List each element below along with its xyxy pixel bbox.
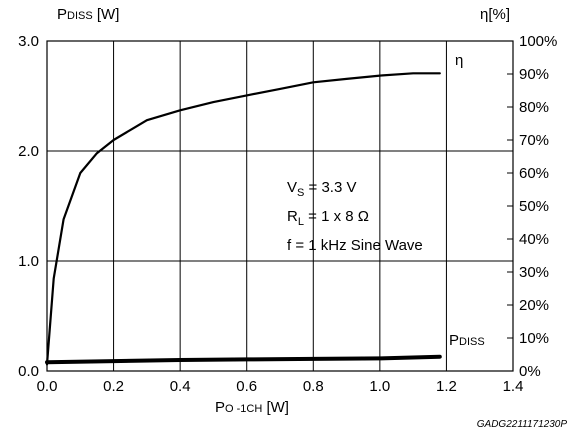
x-axis-title: PO -1CH [W] <box>215 399 289 416</box>
y-right-tick-label: 40% <box>519 231 549 248</box>
x-tick-label: 1.0 <box>369 378 390 395</box>
y-right-tick-label: 90% <box>519 66 549 83</box>
series-label-eta: η <box>455 52 464 69</box>
y-right-tick-label: 30% <box>519 264 549 281</box>
x-tick-label: 0.4 <box>170 378 191 395</box>
x-tick-label: 1.4 <box>503 378 524 395</box>
test-conditions: VS = 3.3 V RL = 1 x 8 Ω f = 1 kHz Sine W… <box>287 176 423 258</box>
y-right-tick-label: 100% <box>519 33 557 50</box>
y-axis-right-title: η[%] <box>480 6 511 23</box>
y-right-tick-label: 70% <box>519 132 549 149</box>
y-right-tick-label: 10% <box>519 330 549 347</box>
x-tick-label: 0.6 <box>236 378 257 395</box>
y-right-tick-label: 80% <box>519 99 549 116</box>
y-left-tick-label: 3.0 <box>18 33 39 50</box>
y-left-tick-label: 2.0 <box>18 143 39 160</box>
supply-voltage-label: VS = 3.3 V <box>287 179 357 199</box>
x-tick-label: 1.2 <box>436 378 457 395</box>
series-line-eta <box>45 72 441 366</box>
y-right-tick-label: 60% <box>519 165 549 182</box>
frequency-label: f = 1 kHz Sine Wave <box>287 237 423 254</box>
y-right-tick-label: 20% <box>519 297 549 314</box>
x-tick-label: 0.2 <box>103 378 124 395</box>
load-resistance-label: RL = 1 x 8 Ω <box>287 208 369 228</box>
document-id: GADG2211171230P <box>476 419 567 430</box>
y-axis-left-title: PDISS [W] <box>57 6 120 23</box>
x-tick-label: 0.8 <box>303 378 324 395</box>
y-left-tick-label: 0.0 <box>18 363 39 380</box>
y-left-tick-label: 1.0 <box>18 253 39 270</box>
plot-frame <box>46 40 514 372</box>
series-label-pdiss: PDISS <box>449 332 485 349</box>
y-right-tick-label: 0% <box>519 363 541 380</box>
x-tick-label: 0.0 <box>37 378 58 395</box>
y-right-tick-label: 50% <box>519 198 549 215</box>
series-line-pdiss <box>45 354 442 365</box>
